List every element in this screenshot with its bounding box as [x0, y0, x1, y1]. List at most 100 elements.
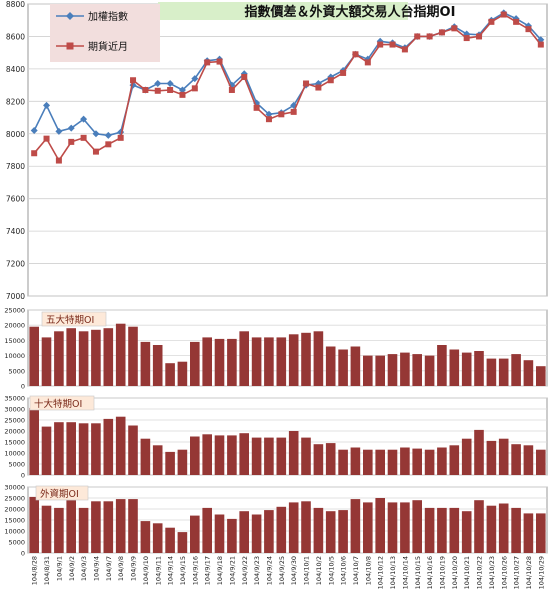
bar-panel-3 [264, 510, 274, 553]
bar-panel-2 [41, 426, 52, 475]
y-tick-label-top: 7000 [6, 292, 25, 301]
data-point-index [92, 130, 100, 138]
y-tick-label-panel-2: 0 [21, 472, 25, 480]
bar-panel-2 [239, 433, 249, 475]
data-point-futures [31, 150, 38, 157]
bar-panel-2 [301, 437, 311, 475]
data-point-futures [303, 80, 310, 87]
bar-panel-2 [424, 449, 435, 475]
bar-panel-2 [511, 444, 521, 475]
y-tick-label-top: 7400 [6, 227, 25, 236]
data-point-futures [315, 84, 322, 91]
data-point-futures [438, 29, 445, 36]
bar-panel-2 [437, 447, 447, 475]
bar-panel-2 [498, 438, 509, 475]
y-tick-label-panel-2: 35000 [4, 395, 25, 403]
bar-panel-2 [190, 436, 200, 475]
bar-panel-1 [313, 331, 324, 386]
data-point-futures [513, 18, 520, 25]
bar-panel-3 [536, 513, 546, 553]
bar-panel-2 [486, 440, 497, 475]
x-tick-label: 104/9/1 [55, 556, 63, 581]
bar-panel-2 [66, 422, 76, 475]
bar-panel-1 [66, 328, 76, 386]
bar-panel-2 [177, 449, 188, 475]
x-tick-label: 104/9/4 [92, 556, 100, 581]
bar-panel-3 [103, 501, 114, 553]
bar-panel-1 [140, 341, 151, 386]
bar-panel-1 [251, 337, 262, 386]
y-tick-label-panel-1: 25000 [4, 307, 25, 315]
data-point-futures [142, 86, 149, 93]
legend-label-2: 期貨近月 [88, 40, 128, 53]
bar-panel-2 [536, 449, 546, 475]
data-point-index [55, 127, 63, 135]
bar-panel-3 [202, 507, 212, 553]
x-tick-label: 104/9/7 [105, 556, 113, 581]
y-tick-label-panel-3: 25000 [4, 495, 25, 503]
y-tick-label-panel-1: 20000 [4, 322, 25, 330]
bar-panel-1 [78, 331, 89, 386]
data-point-index [191, 75, 199, 83]
x-tick-label: 104/9/21 [228, 556, 236, 585]
x-tick-label: 104/9/30 [290, 556, 298, 585]
x-tick-label: 104/10/2 [315, 556, 323, 585]
bar-panel-1 [264, 337, 274, 386]
bar-panel-1 [115, 323, 126, 386]
data-point-futures [327, 77, 334, 84]
y-tick-label-panel-2: 30000 [4, 406, 25, 414]
x-tick-label: 104/10/13 [389, 556, 397, 589]
bar-panel-3 [190, 515, 200, 553]
x-tick-label: 104/9/16 [191, 556, 199, 585]
bar-panel-3 [474, 500, 484, 553]
bar-panel-2 [461, 438, 472, 475]
y-tick-label-panel-2: 20000 [4, 428, 25, 436]
bar-panel-3 [152, 523, 163, 553]
bar-panel-2 [54, 422, 64, 475]
bar-panel-3 [78, 507, 89, 553]
bar-panel-2 [78, 423, 89, 475]
data-point-index [178, 86, 186, 94]
bar-panel-2 [91, 423, 101, 475]
x-tick-label: 104/10/21 [463, 556, 471, 589]
bar-panel-3 [375, 498, 385, 553]
bar-panel-3 [128, 499, 138, 553]
bar-panel-3 [387, 502, 398, 553]
data-point-futures [204, 59, 211, 66]
y-tick-label-top: 7600 [6, 195, 25, 204]
y-tick-label-panel-1: 15000 [4, 337, 25, 345]
y-tick-label-panel-3: 10000 [4, 528, 25, 536]
data-point-futures [154, 87, 161, 94]
y-tick-label-top: 8400 [6, 65, 25, 74]
data-point-futures [216, 58, 223, 65]
bar-panel-3 [239, 511, 249, 553]
data-point-futures [43, 135, 50, 142]
y-tick-label-top: 8800 [6, 0, 25, 9]
bar-panel-3 [41, 505, 52, 553]
panel-title-2: 十大特期OI [34, 398, 82, 410]
panel-title-3: 外資期OI [40, 488, 79, 500]
bar-panel-1 [128, 326, 138, 386]
x-tick-label: 104/10/16 [426, 556, 434, 589]
x-tick-label: 104/9/15 [179, 556, 187, 585]
bar-panel-1 [152, 345, 163, 386]
bar-panel-1 [511, 354, 521, 386]
bar-panel-1 [449, 349, 460, 386]
bar-panel-1 [350, 346, 361, 386]
bar-panel-2 [288, 431, 299, 475]
y-tick-label-panel-3: 20000 [4, 506, 25, 514]
bar-panel-1 [461, 352, 472, 386]
data-point-futures [500, 11, 507, 18]
bar-panel-2 [165, 451, 175, 475]
bar-panel-1 [412, 354, 422, 386]
bar-panel-1 [486, 358, 497, 386]
bar-panel-3 [363, 502, 373, 553]
bar-panel-2 [387, 449, 398, 475]
panel-title-bg-3 [35, 485, 89, 501]
bar-panel-2 [202, 434, 212, 475]
y-tick-label-top: 8600 [6, 32, 25, 41]
bar-panel-3 [227, 518, 237, 553]
data-point-futures [389, 41, 396, 48]
bar-panel-2 [474, 429, 484, 475]
x-tick-label: 104/9/8 [117, 556, 125, 581]
